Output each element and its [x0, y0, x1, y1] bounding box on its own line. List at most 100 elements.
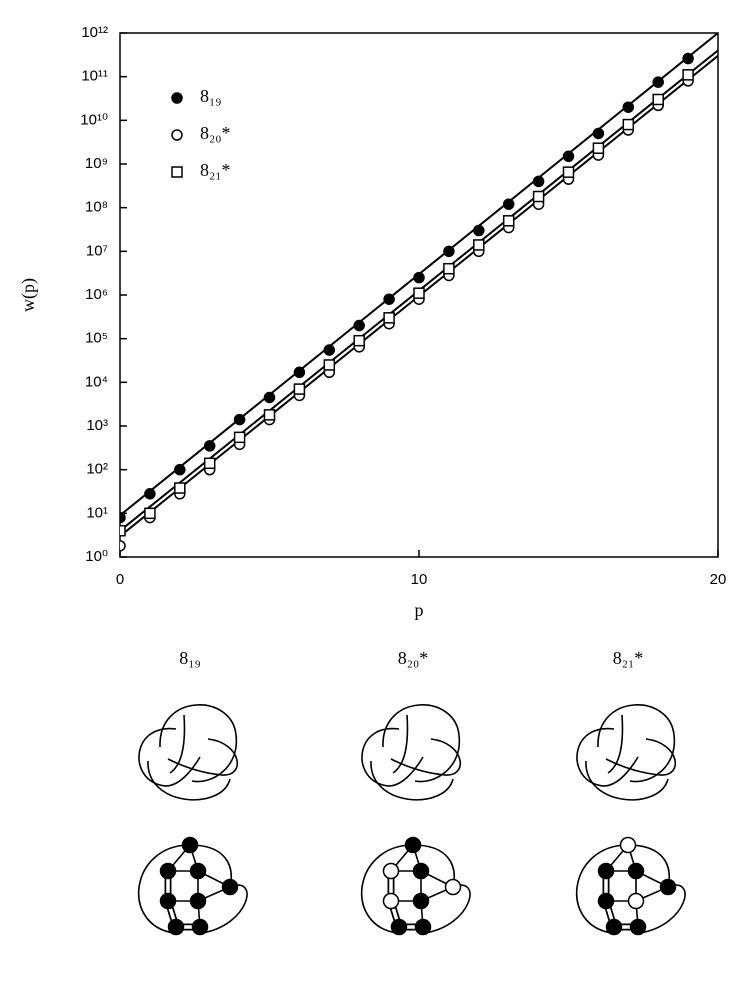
marker: [473, 239, 485, 251]
marker: [293, 383, 306, 395]
graph-node: [189, 892, 207, 910]
marker: [682, 52, 694, 65]
y-tick-label: 10³: [86, 417, 108, 434]
marker: [622, 101, 635, 113]
graph-node: [619, 836, 637, 854]
graph-diagram: [360, 836, 471, 936]
y-tick-label: 10⁶: [85, 286, 108, 303]
graph-node: [189, 862, 207, 880]
x-tick-label: 20: [710, 571, 727, 588]
legend-marker: [171, 166, 183, 178]
marker: [562, 150, 575, 163]
marker: [473, 224, 485, 237]
y-tick-label: 10²: [86, 461, 108, 478]
graph-node: [412, 862, 430, 880]
marker: [532, 190, 545, 203]
marker: [383, 312, 395, 324]
marker: [120, 540, 126, 552]
marker: [263, 409, 276, 421]
marker: [502, 198, 515, 210]
marker: [413, 287, 425, 299]
graph-node: [597, 892, 615, 910]
y-tick-label: 10⁹: [85, 155, 108, 172]
graph-node: [390, 918, 408, 936]
marker: [120, 511, 126, 524]
x-tick-label: 10: [411, 571, 428, 588]
marker: [443, 245, 455, 258]
graph-node: [404, 836, 422, 854]
graph-node: [629, 918, 647, 936]
knot-diagram: [576, 704, 677, 801]
graph-node: [659, 878, 677, 896]
graph-node: [597, 862, 615, 880]
graph-node: [382, 862, 400, 880]
graph-node: [605, 918, 623, 936]
legend-label: 8₁₉: [200, 86, 222, 106]
marker: [233, 413, 246, 426]
graph-node: [159, 862, 177, 880]
marker: [323, 359, 336, 371]
graph-node: [159, 892, 177, 910]
y-tick-label: 10¹²: [81, 24, 108, 41]
marker: [682, 69, 694, 81]
marker: [502, 215, 515, 227]
graph-node: [382, 892, 400, 910]
legend-label: 8₂₁*: [200, 160, 231, 180]
plot-area: [120, 33, 718, 552]
marker: [532, 175, 545, 188]
marker: [413, 271, 425, 284]
y-axis-label: w(p): [18, 278, 39, 312]
legend-label: 8₂₀*: [200, 123, 231, 143]
marker: [353, 319, 365, 332]
knot-diagram: [138, 704, 239, 801]
marker: [652, 93, 664, 106]
legend-marker: [171, 92, 183, 104]
marker: [323, 344, 336, 356]
y-tick-label: 10¹⁰: [80, 111, 108, 128]
legend-marker: [171, 129, 183, 141]
graph-node: [627, 892, 645, 910]
marker: [174, 482, 186, 494]
graph-node: [414, 918, 432, 936]
knot-label: 8₁₉: [179, 648, 201, 668]
graph-node: [167, 918, 185, 936]
y-tick-label: 10⁸: [85, 199, 108, 216]
marker: [233, 431, 246, 444]
marker: [174, 463, 186, 476]
marker: [383, 293, 395, 305]
graph-node: [627, 862, 645, 880]
marker: [293, 366, 306, 379]
marker: [144, 488, 156, 500]
graph-node: [221, 878, 239, 896]
marker: [592, 142, 605, 154]
graph-node: [191, 918, 209, 936]
marker: [592, 127, 605, 140]
graph-node: [412, 892, 430, 910]
knot-label: 8₂₀*: [398, 648, 429, 668]
marker: [652, 76, 664, 88]
graph-diagram: [575, 836, 686, 936]
y-tick-label: 10⁰: [85, 548, 108, 565]
knot-diagram: [361, 704, 462, 801]
y-tick-label: 10¹: [86, 504, 108, 521]
marker: [353, 334, 365, 347]
graph-node: [181, 836, 199, 854]
x-axis-label: p: [415, 600, 424, 620]
marker: [144, 507, 156, 520]
x-tick-label: 0: [116, 571, 124, 588]
y-tick-label: 10⁵: [85, 330, 108, 347]
marker: [120, 524, 126, 537]
graph-diagram: [137, 836, 248, 936]
knot-label: 8₂₁*: [613, 648, 644, 668]
graph-node: [444, 878, 462, 896]
y-tick-label: 10⁴: [85, 373, 108, 390]
marker: [263, 391, 276, 404]
marker: [562, 166, 575, 178]
marker: [443, 262, 455, 275]
marker: [622, 118, 635, 131]
y-tick-label: 10⁷: [86, 242, 108, 259]
y-tick-label: 10¹¹: [81, 68, 108, 85]
marker: [203, 457, 216, 470]
marker: [203, 440, 216, 452]
